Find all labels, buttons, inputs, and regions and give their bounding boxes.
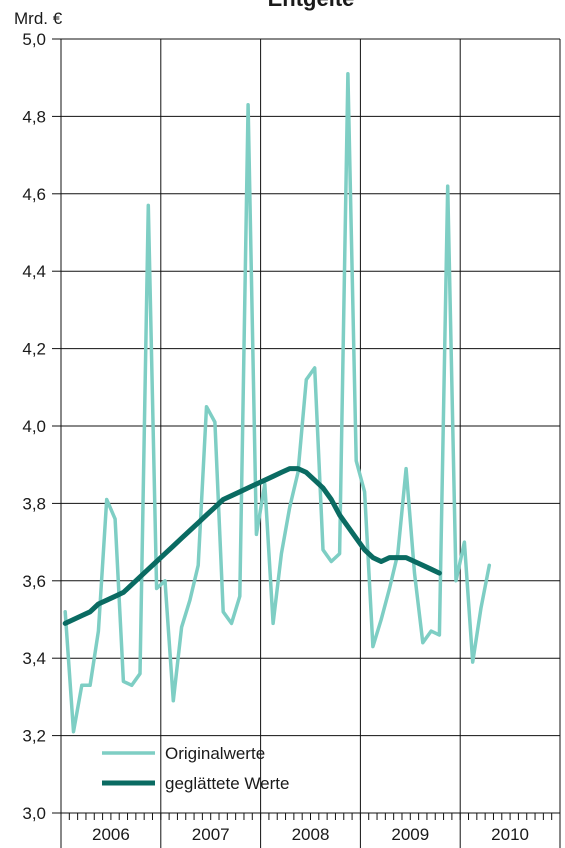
y-axis-label: Mrd. € [14,9,63,28]
legend-label-originalwerte: Originalwerte [165,744,265,763]
y-tick-label: 4,0 [22,417,46,436]
series-line-originalwerte [63,72,492,734]
grid [60,38,561,848]
x-year-label: 2007 [192,825,230,844]
y-tick-label: 3,2 [22,727,46,746]
series-lines [62,72,492,734]
x-axis: 2006 2007 2008 2009 2010 [68,813,553,844]
legend: Originalwerte geglättete Werte [102,744,289,793]
y-tick-label: 4,6 [22,185,46,204]
series-line-geglaettete-werte [62,466,442,626]
y-tick-label: 4,8 [22,107,46,126]
y-tick-label: 3,0 [22,804,46,823]
x-year-label: 2009 [391,825,429,844]
y-tick-labels: 3,0 3,2 3,4 3,6 3,8 4,0 4,2 4,4 4,6 4,8 5,0 [22,30,61,823]
legend-label-geglaettete-werte: geglättete Werte [165,774,289,793]
chart-title: Entgelte [268,0,355,11]
y-tick-label: 3,4 [22,649,46,668]
y-tick-label: 5,0 [22,30,46,49]
x-year-label: 2008 [292,825,330,844]
y-tick-label: 3,8 [22,494,46,513]
x-year-label: 2006 [92,825,130,844]
x-year-label: 2010 [491,825,529,844]
y-tick-label: 4,4 [22,262,46,281]
y-tick-label: 3,6 [22,572,46,591]
y-tick-label: 4,2 [22,340,46,359]
